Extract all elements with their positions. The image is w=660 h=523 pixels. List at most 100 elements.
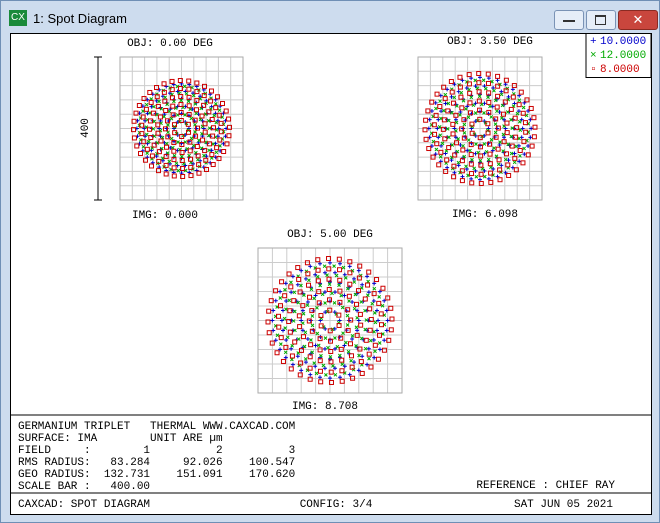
- spot-plot: [119, 56, 244, 201]
- spot: [514, 144, 519, 149]
- spot: [270, 318, 275, 323]
- spot: [186, 103, 192, 109]
- spot: [328, 260, 332, 265]
- spot: [303, 360, 308, 365]
- spot: [422, 127, 428, 133]
- spot: [495, 78, 500, 83]
- spot: [499, 92, 504, 97]
- spot: [467, 110, 473, 116]
- spot: [481, 78, 486, 83]
- spot: [142, 157, 148, 163]
- close-button[interactable]: ✕: [618, 10, 658, 30]
- spot: [161, 89, 167, 95]
- spot: [288, 284, 294, 290]
- spot: [339, 368, 345, 374]
- spot: [305, 303, 310, 307]
- spot: [371, 291, 377, 297]
- spot: [344, 340, 348, 345]
- spot: [300, 303, 306, 309]
- spot: [366, 351, 372, 357]
- spot: [333, 270, 338, 275]
- maximize-button[interactable]: [586, 10, 616, 30]
- spot: [171, 122, 177, 128]
- spot: [335, 344, 340, 349]
- spot: [325, 273, 329, 277]
- spot: [372, 311, 377, 315]
- spot: [345, 323, 350, 327]
- spot: [378, 311, 384, 317]
- spot: [288, 366, 294, 372]
- spot: [186, 78, 192, 84]
- spot: [327, 297, 333, 303]
- spot: [179, 149, 185, 155]
- spot: [214, 145, 220, 151]
- spot: [518, 128, 523, 132]
- spot: [298, 347, 304, 353]
- spot: [377, 295, 382, 299]
- spot: [524, 97, 530, 103]
- spot: [532, 124, 538, 130]
- spot: [516, 143, 521, 148]
- spot: [356, 368, 361, 373]
- spot: [347, 299, 351, 303]
- spot: [186, 129, 192, 135]
- spot: [485, 80, 491, 86]
- spot: [478, 177, 482, 182]
- spot: [145, 151, 150, 155]
- spot: [144, 102, 149, 107]
- spot: [197, 138, 201, 143]
- spot: [154, 85, 160, 91]
- spot: [449, 158, 454, 163]
- spot: [194, 111, 199, 116]
- spot: [189, 136, 194, 141]
- spot: [195, 153, 201, 159]
- spot: [429, 143, 434, 148]
- spot: [473, 84, 478, 89]
- legend-label: 10.0000: [600, 36, 646, 48]
- spot: [349, 358, 353, 363]
- spot: [375, 356, 381, 362]
- spot: [143, 134, 148, 139]
- minimize-button[interactable]: [554, 10, 584, 30]
- spot: [521, 139, 527, 145]
- spot: [433, 112, 439, 118]
- spot: [302, 293, 306, 297]
- spot: [163, 171, 169, 177]
- spot: [187, 139, 193, 145]
- spot: [283, 326, 288, 330]
- spot: [200, 118, 205, 123]
- spot: [493, 98, 498, 103]
- spot: [306, 318, 312, 324]
- spot: [469, 121, 475, 127]
- spot: [149, 163, 155, 169]
- spot: [337, 353, 342, 358]
- spot: [310, 314, 315, 318]
- spot: [381, 347, 387, 353]
- spot: [345, 327, 351, 333]
- spot: [362, 296, 368, 302]
- spot: [433, 100, 438, 105]
- spot: [360, 282, 365, 287]
- spot: [284, 307, 288, 312]
- spot: [440, 126, 446, 132]
- spot: [281, 328, 285, 333]
- img-label: IMG: 0.000: [132, 210, 198, 222]
- spot: [312, 361, 317, 365]
- spot: [466, 138, 471, 142]
- spot: [460, 78, 465, 83]
- spot: [278, 342, 283, 346]
- spot: [141, 96, 147, 102]
- spot: [333, 366, 338, 371]
- spot: [366, 269, 372, 275]
- spot: [179, 157, 185, 163]
- spot: [289, 353, 295, 359]
- spot: [367, 306, 373, 312]
- spot: [442, 96, 448, 102]
- spot: [278, 335, 284, 341]
- spot: [307, 376, 313, 382]
- spot: [493, 116, 499, 122]
- spot: [318, 283, 323, 288]
- spot: [217, 108, 222, 113]
- spot: [310, 323, 315, 328]
- spot: [380, 285, 386, 291]
